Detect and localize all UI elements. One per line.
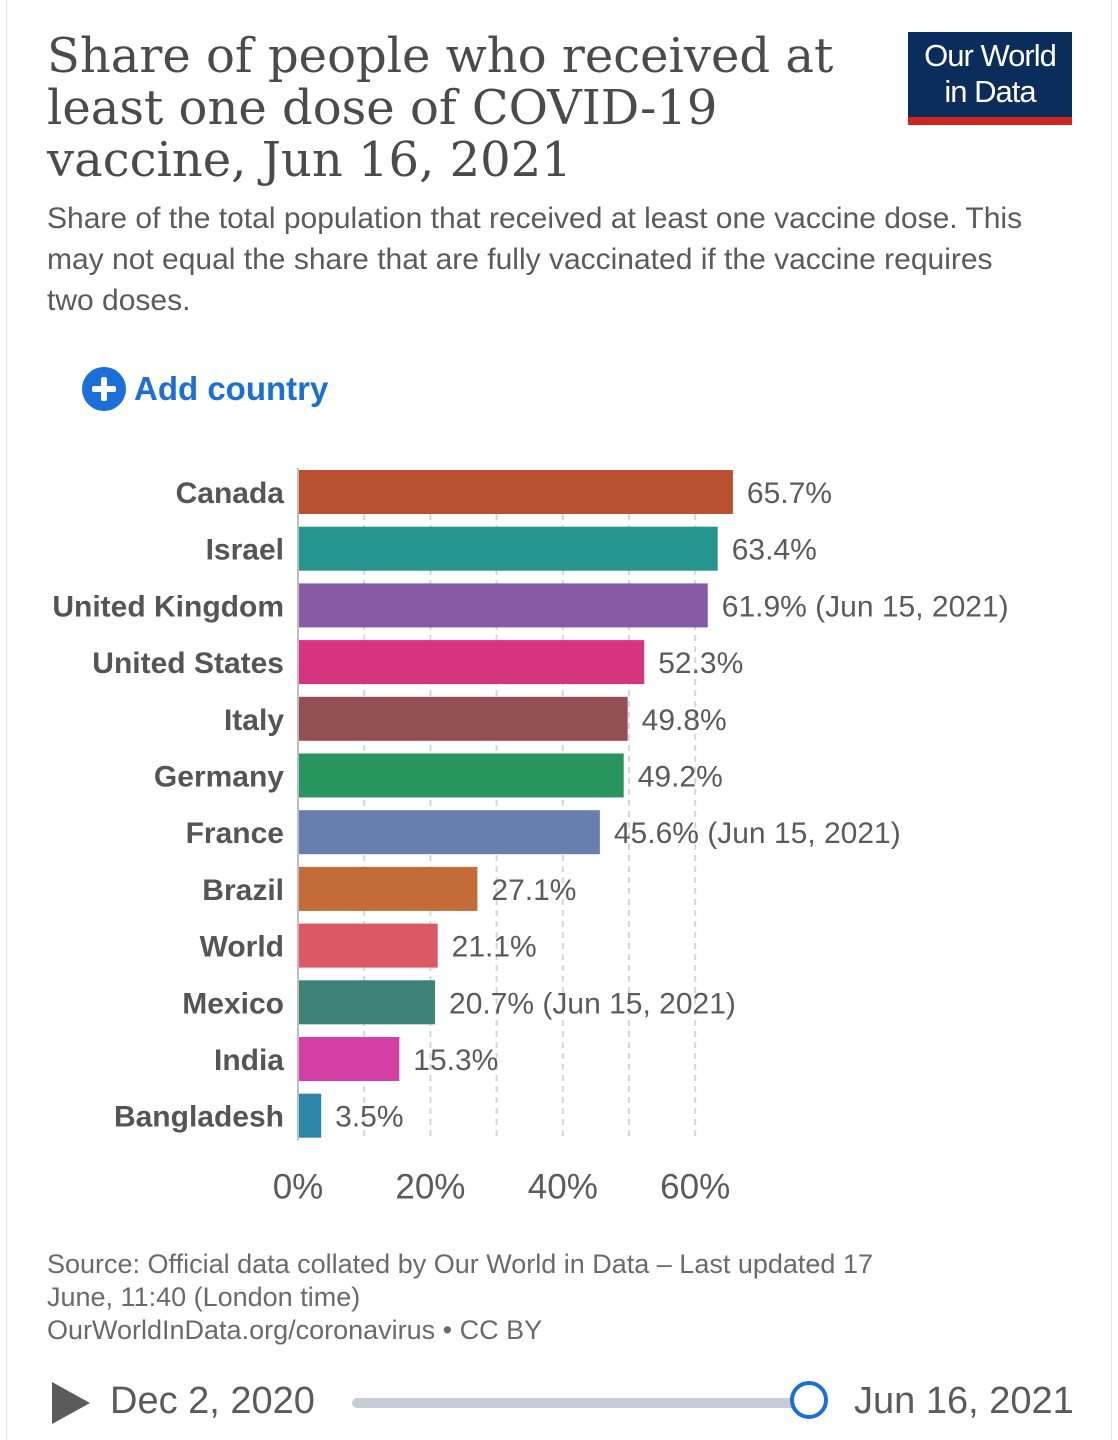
category-label: World (200, 931, 284, 964)
category-label: Brazil (202, 874, 284, 907)
logo-line-1: Our World (924, 38, 1057, 73)
bar (298, 810, 600, 855)
bar (298, 583, 708, 628)
value-label: 45.6% (Jun 15, 2021) (614, 817, 901, 850)
timeline-start-date: Dec 2, 2020 (110, 1380, 315, 1422)
plus-circle-icon (82, 367, 126, 411)
value-label: 49.2% (638, 761, 723, 794)
chart-subtitle: Share of the total population that recei… (47, 202, 1023, 317)
value-label: 15.3% (413, 1044, 498, 1077)
title-line-3: vaccine, Jun 16, 2021 (47, 132, 572, 188)
add-country-label: Add country (134, 370, 329, 407)
category-label: United States (92, 647, 284, 680)
value-label: 49.8% (642, 704, 727, 737)
logo-stripe (908, 117, 1072, 125)
left-border (6, 0, 7, 1440)
owid-logo[interactable]: Our World in Data (908, 32, 1072, 125)
x-tick-label: 0% (273, 1167, 324, 1206)
bar (298, 696, 628, 741)
source-line-2: June, 11:40 (London time) (47, 1282, 361, 1312)
category-label: France (186, 817, 284, 850)
bar (298, 1093, 322, 1138)
x-tick-label: 20% (395, 1167, 465, 1206)
source-link[interactable]: OurWorldInData.org/coronavirus • CC BY (47, 1315, 543, 1345)
logo-line-2: in Data (944, 74, 1036, 109)
category-label: Mexico (182, 987, 284, 1020)
value-label: 63.4% (732, 534, 817, 567)
value-label: 21.1% (452, 931, 537, 964)
bar (298, 526, 718, 571)
value-label: 61.9% (Jun 15, 2021) (722, 590, 1009, 623)
value-label: 65.7% (747, 477, 832, 510)
bar (298, 866, 478, 911)
timeline: Dec 2, 2020 Jun 16, 2021 (0, 1370, 1118, 1440)
category-label: Germany (154, 761, 284, 794)
timeline-track[interactable] (352, 1398, 812, 1408)
timeline-handle[interactable] (790, 1381, 828, 1419)
category-label: Italy (224, 704, 284, 737)
timeline-end-date: Jun 16, 2021 (854, 1380, 1074, 1422)
bar (298, 980, 436, 1025)
bar (298, 753, 624, 798)
play-icon[interactable] (52, 1382, 90, 1424)
value-label: 52.3% (658, 647, 743, 680)
category-label: Canada (176, 477, 285, 510)
value-label: 3.5% (335, 1101, 403, 1134)
category-label: United Kingdom (52, 590, 284, 623)
bar (298, 923, 438, 968)
category-label: Bangladesh (114, 1101, 284, 1134)
title-line-1: Share of people who received at (47, 28, 834, 84)
right-border (1111, 0, 1112, 1440)
title-line-2: least one dose of COVID-19 (47, 80, 718, 136)
x-tick-label: 60% (660, 1167, 730, 1206)
bar (298, 470, 733, 514)
category-label: India (214, 1044, 284, 1077)
add-country-button[interactable]: Add country (82, 366, 328, 412)
value-label: 27.1% (491, 874, 576, 907)
chart-title: Share of people who received at least on… (47, 30, 847, 186)
source-note: Source: Official data collated by Our Wo… (47, 1248, 1007, 1347)
category-label: Israel (206, 534, 284, 567)
bar (298, 1037, 400, 1081)
bar (298, 640, 645, 685)
value-label: 20.7% (Jun 15, 2021) (449, 987, 736, 1020)
source-line-1: Source: Official data collated by Our Wo… (47, 1249, 873, 1279)
x-tick-label: 40% (528, 1167, 598, 1206)
bar-chart: Canada 65.7% Israel 63.4% United Kingdom 61.9… (52, 468, 1009, 1206)
